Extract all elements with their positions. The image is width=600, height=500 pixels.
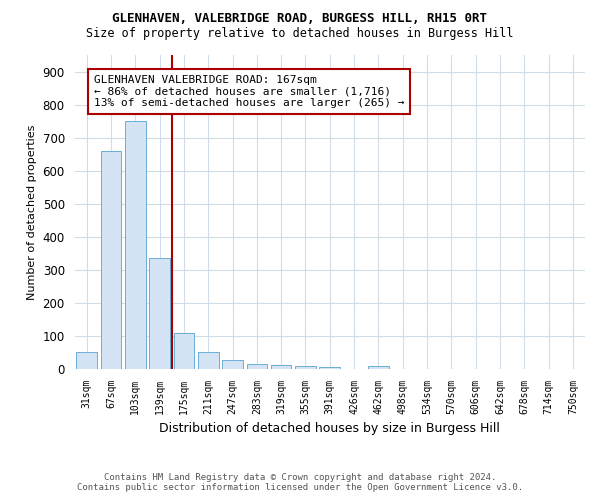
Bar (149, 258, 170, 368)
X-axis label: Distribution of detached houses by size in Burgess Hill: Distribution of detached houses by size … (160, 422, 500, 435)
Bar (76, 352, 97, 368)
Text: GLENHAVEN VALEBRIDGE ROAD: 167sqm
← 86% of detached houses are smaller (1,716)
1: GLENHAVEN VALEBRIDGE ROAD: 167sqm ← 86% … (94, 75, 404, 108)
Y-axis label: Number of detached properties: Number of detached properties (27, 124, 37, 300)
Bar (319, 366, 340, 368)
Bar (125, 121, 146, 368)
Text: Contains HM Land Registry data © Crown copyright and database right 2024.
Contai: Contains HM Land Registry data © Crown c… (77, 473, 523, 492)
Text: GLENHAVEN, VALEBRIDGE ROAD, BURGESS HILL, RH15 0RT: GLENHAVEN, VALEBRIDGE ROAD, BURGESS HILL… (113, 12, 487, 26)
Bar (368, 366, 389, 368)
Bar (101, 151, 121, 368)
Bar (271, 366, 292, 368)
Bar (173, 333, 194, 368)
Bar (295, 366, 316, 368)
Bar (247, 364, 267, 368)
Bar (198, 352, 218, 368)
Text: Size of property relative to detached houses in Burgess Hill: Size of property relative to detached ho… (86, 28, 514, 40)
Bar (222, 360, 243, 368)
